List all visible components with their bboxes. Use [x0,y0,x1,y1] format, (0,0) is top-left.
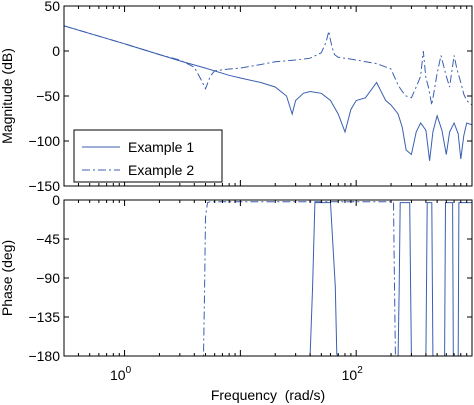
magnitude-y-tick-label: −100 [28,133,60,149]
magnitude-y-tick-label: 50 [44,0,60,14]
phase-y-tick-label: −180 [28,348,60,364]
phase-y-tick-label: 0 [52,192,60,208]
phase-series-line-2 [64,201,472,356]
phase-y-tick-label: −135 [28,309,60,325]
magnitude-plot: 50 0 −50 −100 −150 Magnitude (dB) Example 1 … [0,0,473,194]
magnitude-y-tick-label: −50 [36,88,60,104]
phase-y-tick-label: −90 [36,270,60,286]
magnitude-y-tick-label: −150 [28,178,60,194]
frequency-x-axis-label: Frequency (rad/s) [211,387,325,403]
phase-y-axis-label: Phase (deg) [0,240,15,316]
phase-y-tick-label: −45 [36,231,60,247]
magnitude-y-tick-label: 0 [52,43,60,59]
legend-box [73,129,223,183]
phase-plot: 0 −45 −90 −135 −180 100 102 Phase (deg) Freque… [0,192,473,403]
legend: Example 1 Example 2 [73,129,223,183]
magnitude-series-line-1 [64,25,472,161]
legend-label-example-1: Example 1 [128,139,194,155]
legend-label-example-2: Example 2 [128,162,194,178]
magnitude-y-axis-label: Magnitude (dB) [0,48,15,144]
phase-x-tick-label: 100 [110,365,132,383]
magnitude-series-line-2 [64,25,472,106]
phase-x-tick-label: 102 [342,365,364,383]
phase-series-line-1 [64,202,472,356]
